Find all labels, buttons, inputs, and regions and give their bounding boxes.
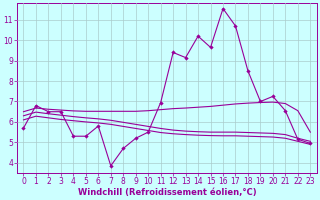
X-axis label: Windchill (Refroidissement éolien,°C): Windchill (Refroidissement éolien,°C) (77, 188, 256, 197)
